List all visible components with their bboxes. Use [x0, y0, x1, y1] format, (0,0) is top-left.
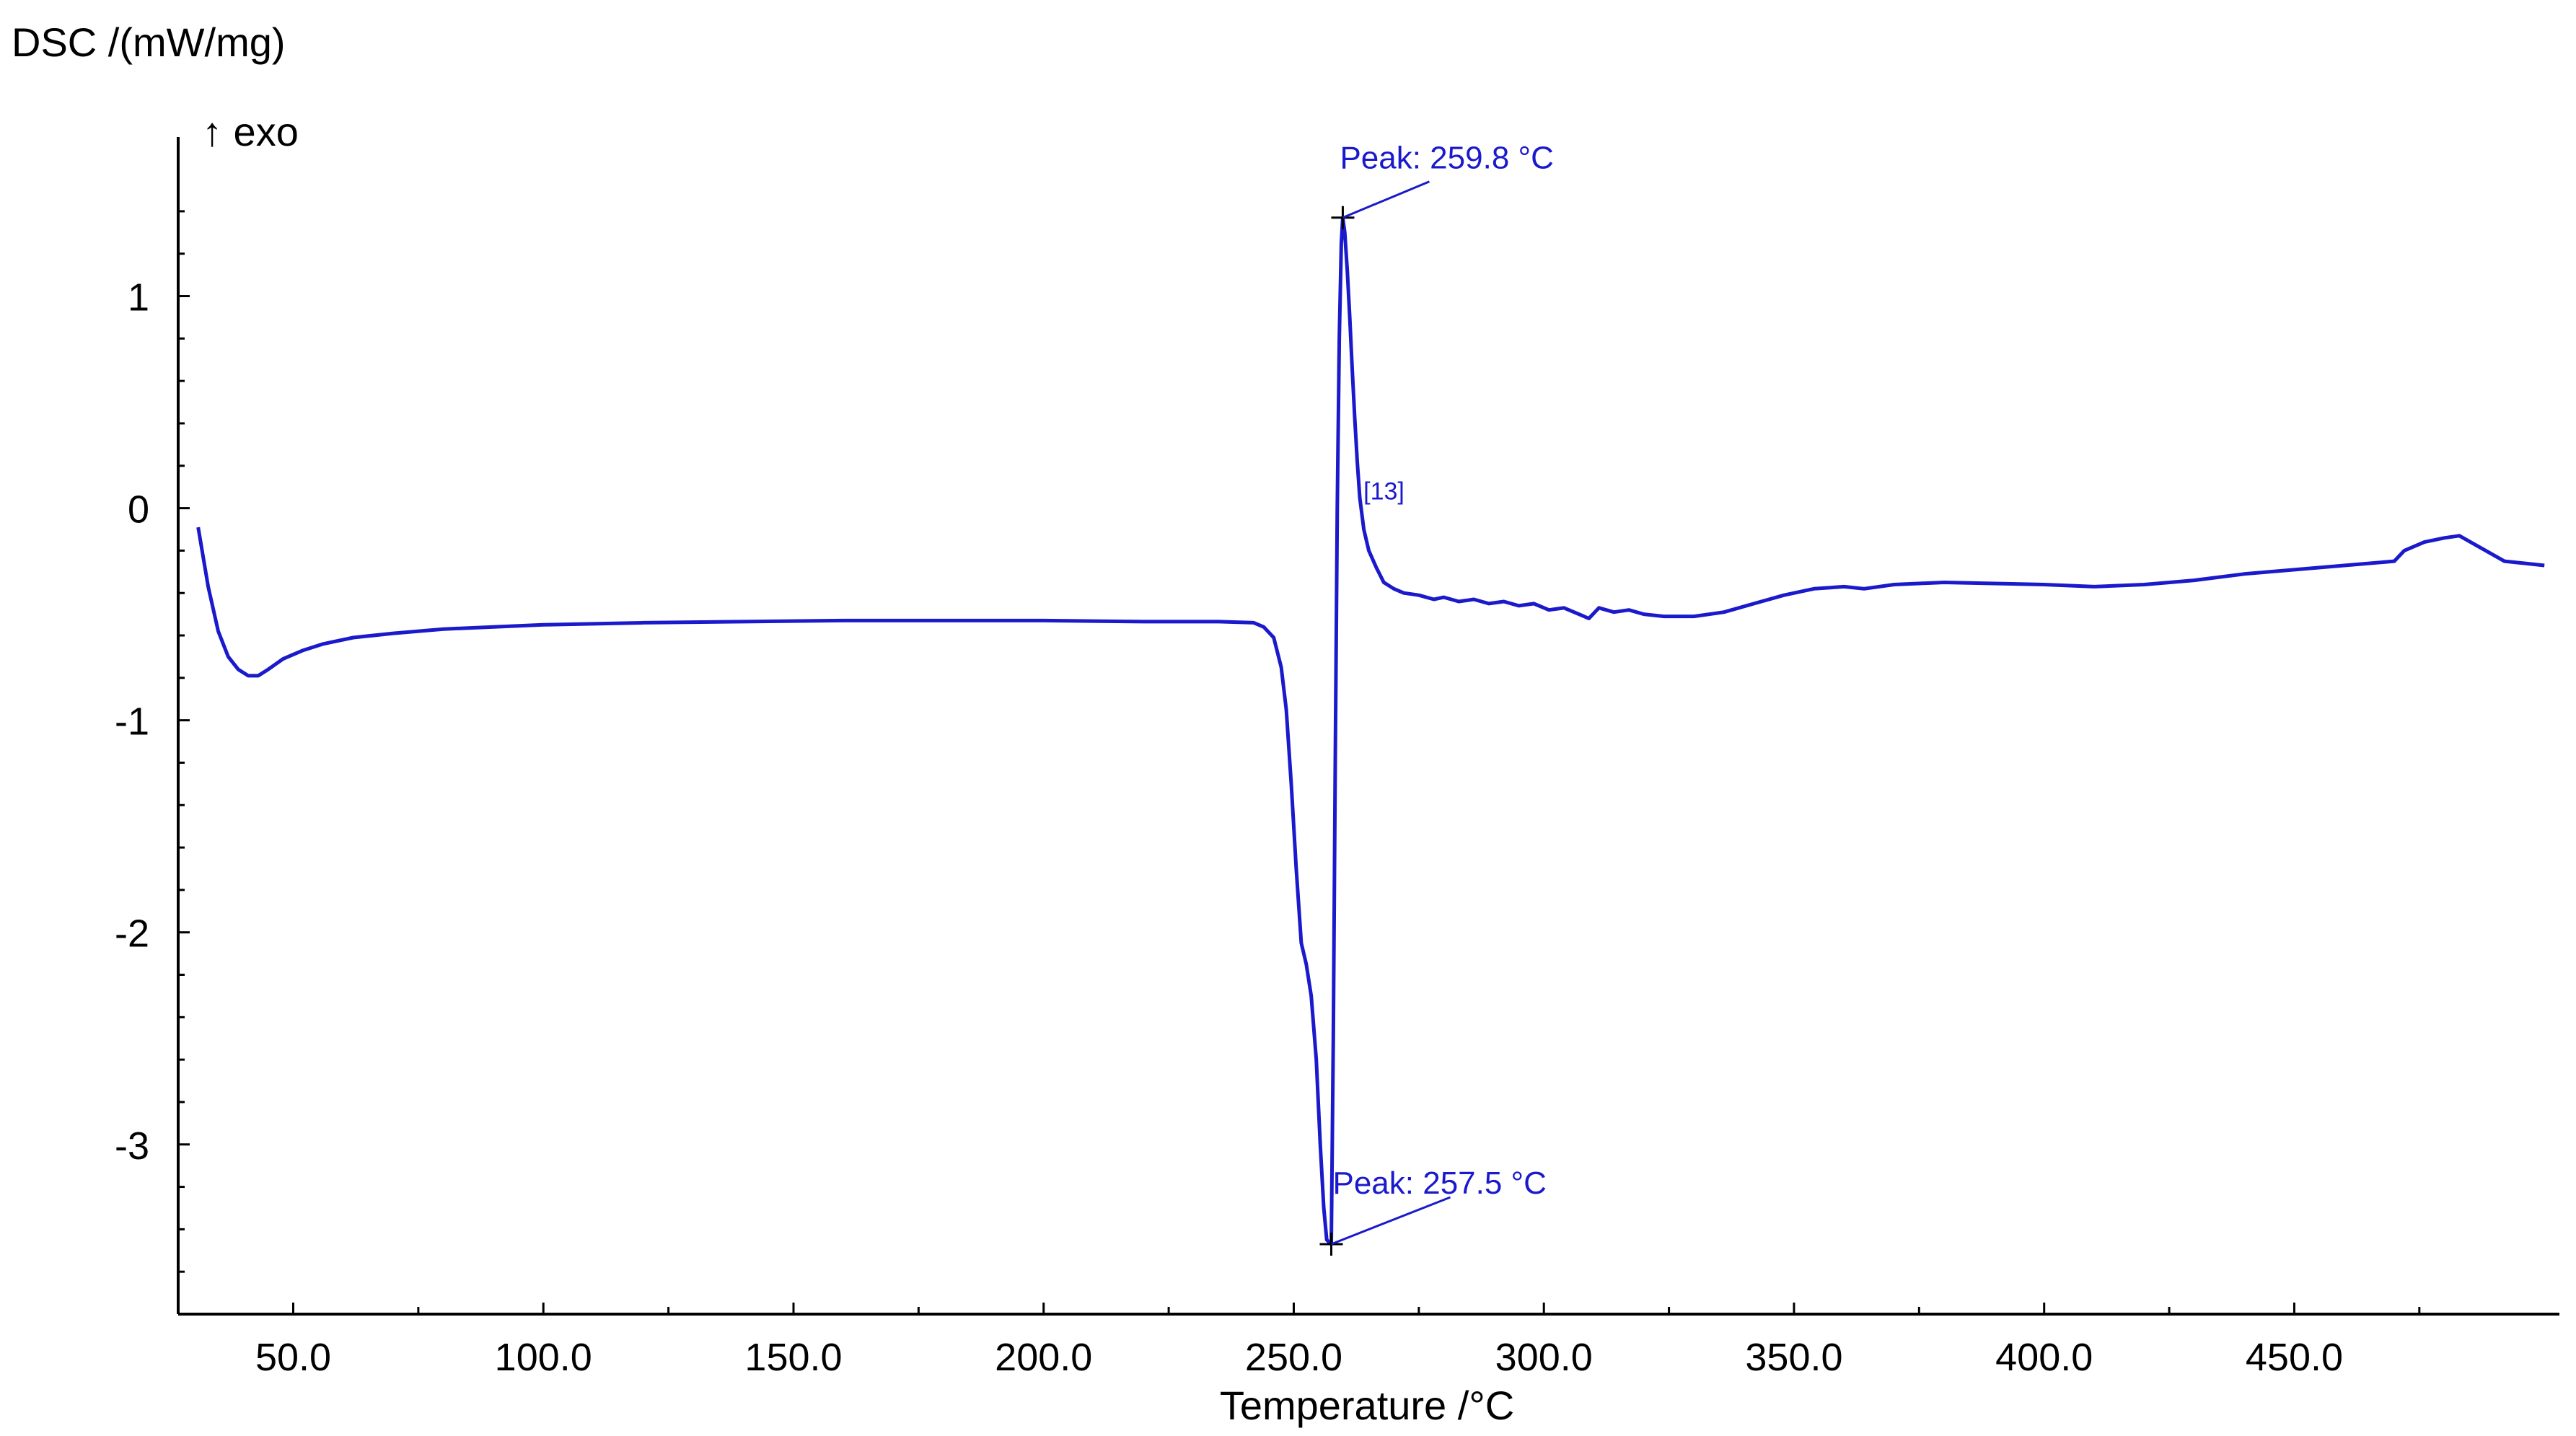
x-axis-title: Temperature /°C: [1220, 1383, 1514, 1428]
dsc-curve: [196, 216, 2545, 1246]
peak-leader-line: [1342, 180, 1430, 219]
x-tick-label: 450.0: [2246, 1336, 2343, 1379]
y-tick-label: 1: [128, 276, 149, 320]
y-axis-title: DSC /(mW/mg): [12, 19, 286, 65]
axes: 50.0 100.0 150.0 200.0 250.0 300.0 350.0 400.0 4…: [115, 137, 2559, 1379]
x-tick-label: 350.0: [1745, 1336, 1842, 1379]
x-tick-label: 150.0: [744, 1336, 842, 1379]
peak-leader-line: [1330, 1196, 1451, 1246]
y-tick-label: -2: [115, 912, 149, 956]
peak-label: Peak: 257.5 °C: [1332, 1166, 1546, 1201]
y-tick-label: -3: [115, 1124, 149, 1168]
x-tick-label: 200.0: [995, 1336, 1092, 1379]
x-tick-label: 100.0: [495, 1336, 592, 1379]
x-tick-label: 300.0: [1495, 1336, 1593, 1379]
plot-area: [196, 216, 2545, 1246]
exo-direction-label: ↑ exo: [202, 109, 299, 154]
y-tick-label: -1: [115, 700, 149, 744]
peak-label: Peak: 259.8 °C: [1340, 141, 1553, 176]
x-tick-label: 250.0: [1245, 1336, 1342, 1379]
segment-marker-label: [13]: [1363, 478, 1405, 506]
annotations: Peak: 259.8 °C Peak: 257.5 °C [13]: [1319, 141, 1554, 1256]
x-tick-label: 400.0: [1995, 1336, 2093, 1379]
x-tick-label: 50.0: [255, 1336, 331, 1379]
y-tick-label: 0: [128, 488, 149, 532]
